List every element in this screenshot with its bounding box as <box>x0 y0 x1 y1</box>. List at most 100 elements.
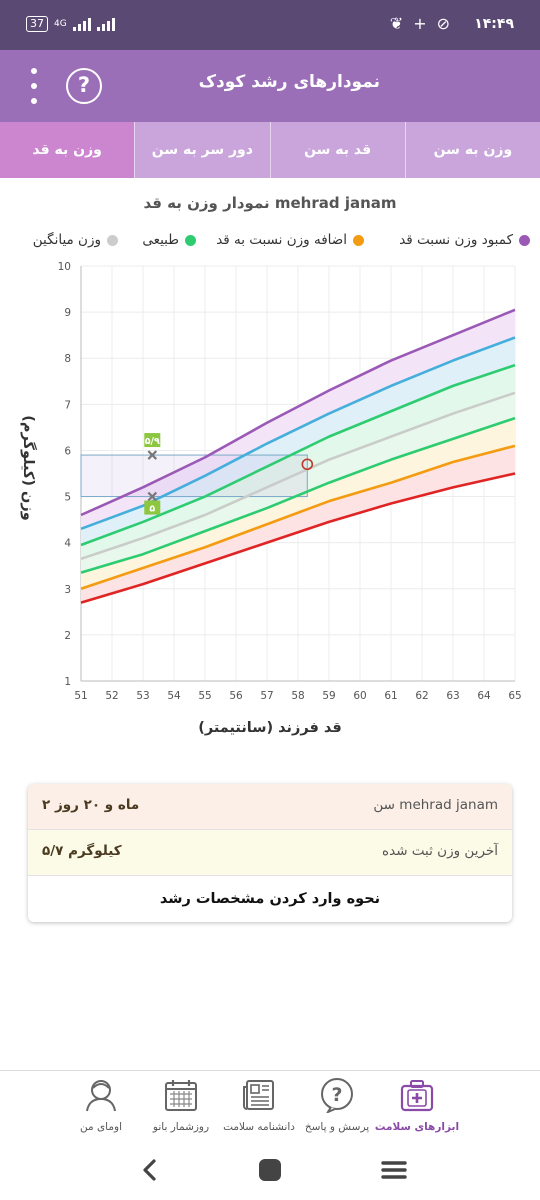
newspaper-icon <box>243 1080 274 1110</box>
app-bar: ? نمودارهای رشد کودک <box>0 50 540 122</box>
x-tick-label: 55 <box>198 690 211 702</box>
highlight-range <box>80 454 308 498</box>
legend-item-overweight: اضافه وزن نسبت به قد <box>216 232 364 248</box>
series-line-3 <box>80 391 516 561</box>
marker-label-bg-1 <box>144 500 161 515</box>
marker-x-1 <box>147 491 158 502</box>
x-tick-label: 64 <box>477 690 491 702</box>
x-axis-label: قد فرزند (سانتیمتر) <box>198 720 342 736</box>
nav-item-encyclopedia[interactable]: دانشنامه سلامت <box>214 1077 304 1133</box>
age-row: سن mehrad janam ۲ ماه و ۲۰ روز <box>28 784 512 830</box>
mute-icon: ⊘ <box>436 14 450 33</box>
overflow-menu-icon[interactable] <box>24 68 44 104</box>
nav-label-qa: پرسش و پاسخ <box>304 1121 370 1133</box>
back-icon[interactable] <box>136 1156 164 1184</box>
y-tick-label: 4 <box>64 538 71 550</box>
y-tick-label: 7 <box>64 399 71 411</box>
page-title: نمودارهای رشد کودک <box>198 72 380 92</box>
y-tick-label: 5 <box>64 492 71 504</box>
chart-band <box>81 445 515 603</box>
plus-icon: + <box>413 14 427 33</box>
x-tick-label: 61 <box>384 690 397 702</box>
signal-icon-2 <box>96 17 115 31</box>
x-tick-label: 63 <box>446 690 459 702</box>
y-tick-label: 9 <box>64 307 71 319</box>
tab-height-for-age[interactable]: قد به سن <box>269 122 405 178</box>
chart-band <box>81 392 515 573</box>
question-bubble-icon: ? <box>321 1078 353 1115</box>
tab-weight-for-age[interactable]: وزن به سن <box>404 122 540 178</box>
chart-title: نمودار وزن به قد mehrad janam <box>143 194 397 212</box>
info-card: سن mehrad janam ۲ ماه و ۲۰ روز آخرین وزن… <box>28 784 512 922</box>
x-tick-label: 57 <box>260 690 273 702</box>
recent-apps-icon[interactable] <box>380 1156 408 1184</box>
status-bar: 37 4G ❦ + ⊘ ۱۴:۴۹ <box>0 0 540 50</box>
nav-item-qa[interactable]: ? پرسش و پاسخ <box>292 1077 382 1133</box>
x-tick-label: 62 <box>415 690 428 702</box>
weight-row: آخرین وزن ثبت شده ۵/۷ کیلوگرم <box>28 830 512 876</box>
home-icon[interactable] <box>256 1156 284 1184</box>
legend-label-overweight: اضافه وزن نسبت به قد <box>216 232 347 248</box>
y-tick-label: 6 <box>64 445 71 457</box>
user-avatar-icon <box>86 1080 116 1112</box>
legend-item-normal: طبیعی <box>142 232 196 248</box>
x-tick-label: 59 <box>322 690 335 702</box>
y-axis-label: وزن (کیلوگرم) <box>20 415 36 521</box>
y-tick-label: 10 <box>58 261 71 273</box>
chart-band <box>81 418 515 589</box>
marker-label-0: ۵/۹ <box>145 436 160 447</box>
legend-dot-normal <box>185 234 196 246</box>
svg-text:?: ? <box>331 1084 342 1106</box>
legend-dot-underweight <box>519 234 530 246</box>
nav-item-lady-calendar[interactable]: روزشمار بانو <box>136 1077 226 1133</box>
legend-dot-overweight <box>353 234 364 246</box>
system-nav-bar <box>0 1138 540 1200</box>
y-tick-label: 1 <box>64 676 71 688</box>
marker-label-bg-0 <box>144 433 161 448</box>
legend-item-average: وزن میانگین <box>33 232 118 248</box>
legend-item-underweight: کمبود وزن نسبت قد <box>399 232 530 248</box>
series-line-2 <box>80 363 516 547</box>
chart-band <box>81 337 515 545</box>
leaf-app-icon: ❦ <box>389 14 404 33</box>
series-line-0 <box>80 308 516 517</box>
x-tick-label: 58 <box>291 690 304 702</box>
status-mid-icons: ❦ + ⊘ <box>390 14 450 33</box>
chart-band <box>81 365 515 559</box>
x-tick-label: 60 <box>353 690 366 702</box>
legend-label-underweight: کمبود وزن نسبت قد <box>399 232 513 248</box>
nav-item-health-tools[interactable]: ابزارهای سلامت <box>372 1077 462 1133</box>
network-type: 4G <box>54 19 67 29</box>
growth-entry-guide-button[interactable]: نحوه وارد کردن مشخصات رشد <box>159 891 381 907</box>
nav-item-my-profile[interactable]: اومای من <box>56 1077 146 1133</box>
chart-legend: کمبود وزن نسبت قد اضافه وزن نسبت به قد ط… <box>0 232 540 256</box>
age-value: ۲ ماه و ۲۰ روز <box>42 797 140 813</box>
series-line-5 <box>80 444 516 591</box>
chart-tabs: وزن به قد دور سر به سن قد به سن وزن به س… <box>0 122 540 178</box>
nav-label-my-profile: اومای من <box>80 1121 122 1133</box>
status-left-icons: 37 4G <box>26 16 115 32</box>
y-tick-label: 8 <box>64 353 71 365</box>
legend-dot-average <box>107 234 118 246</box>
nav-label-health-tools: ابزارهای سلامت <box>374 1121 460 1133</box>
tab-head-circumference-for-age[interactable]: دور سر به سن <box>134 122 269 178</box>
series-line-4 <box>80 416 516 574</box>
x-tick-label: 53 <box>136 690 149 702</box>
x-tick-label: 65 <box>508 690 521 702</box>
weight-value: ۵/۷ کیلوگرم <box>42 843 122 859</box>
marker-label-1: ۵ <box>149 504 155 515</box>
x-tick-label: 54 <box>167 690 181 702</box>
tab-weight-for-height[interactable]: وزن به قد <box>0 122 135 178</box>
bottom-nav: ابزارهای سلامت ? پرسش و پاسخ دانشنامه سل… <box>0 1070 540 1138</box>
calendar-icon <box>165 1080 197 1111</box>
x-tick-label: 56 <box>229 690 243 702</box>
legend-label-average: وزن میانگین <box>32 232 101 248</box>
nav-label-encyclopedia: دانشنامه سلامت <box>223 1121 295 1133</box>
help-button[interactable]: ? <box>66 68 102 104</box>
age-label: سن mehrad janam <box>373 797 498 813</box>
marker-x-0 <box>147 450 158 460</box>
weight-label: آخرین وزن ثبت شده <box>382 843 498 859</box>
status-time: ۱۴:۴۹ <box>474 16 514 32</box>
battery-icon: 37 <box>26 16 48 32</box>
y-tick-label: 2 <box>64 630 71 642</box>
